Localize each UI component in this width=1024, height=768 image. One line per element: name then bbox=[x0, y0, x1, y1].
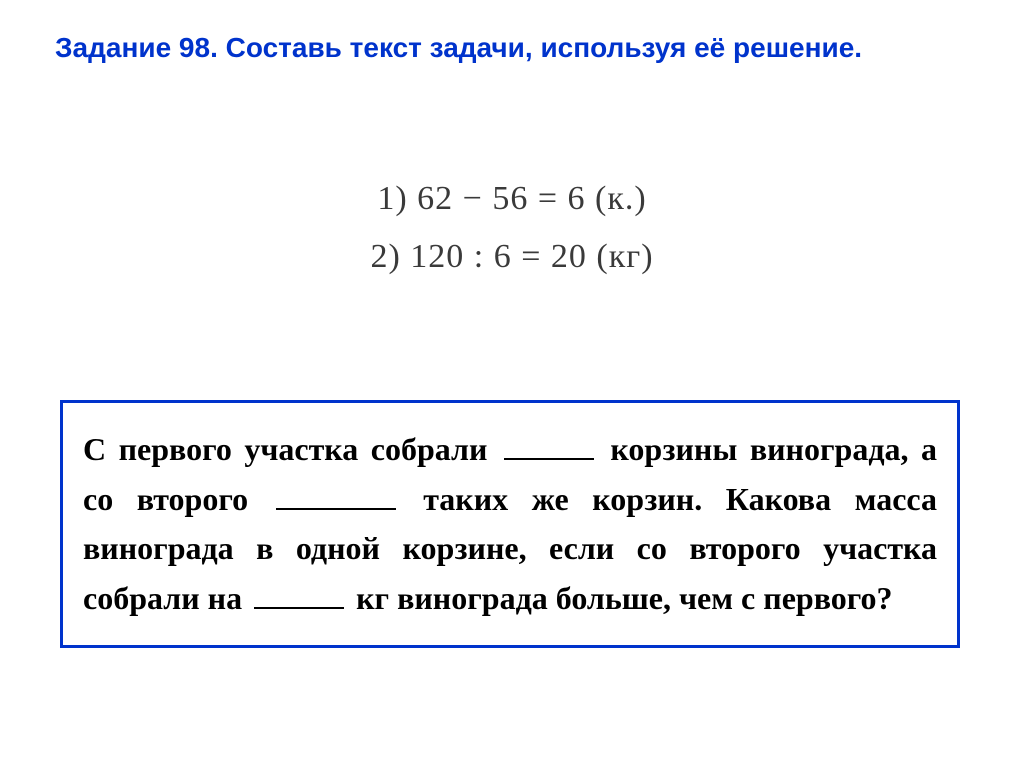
problem-part-1: С первого участка собрали bbox=[83, 431, 500, 467]
equation-line-1: 1) 62 − 56 = 6 (к.) bbox=[0, 170, 1024, 228]
solution-equations: 1) 62 − 56 = 6 (к.) 2) 120 : 6 = 20 (кг) bbox=[0, 170, 1024, 286]
equation-line-2: 2) 120 : 6 = 20 (кг) bbox=[0, 228, 1024, 286]
fill-blank-3 bbox=[254, 580, 344, 609]
fill-blank-2 bbox=[276, 481, 396, 510]
task-title: Задание 98. Составь текст задачи, исполь… bbox=[55, 30, 984, 66]
problem-part-4: кг винограда больше, чем с первого? bbox=[348, 580, 892, 616]
fill-blank-1 bbox=[504, 431, 594, 460]
slide: { "title": "Задание 98. Составь текст за… bbox=[0, 0, 1024, 768]
problem-text-box: С первого участка собрали корзины виногр… bbox=[60, 400, 960, 648]
